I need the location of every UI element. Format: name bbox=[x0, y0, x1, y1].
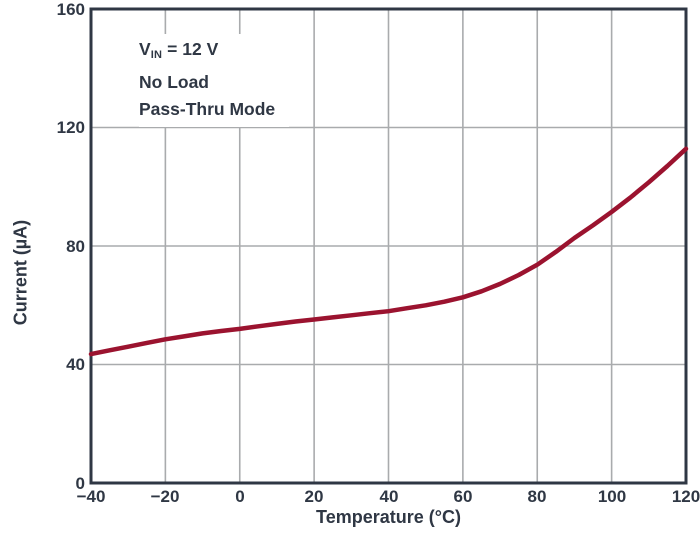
vin-subscript: IN bbox=[150, 49, 163, 61]
y-tick-label: 0 bbox=[75, 474, 85, 493]
annotation-line-no-load: No Load bbox=[139, 72, 209, 92]
x-tick-label: 80 bbox=[527, 487, 547, 506]
vin-symbol: V bbox=[139, 39, 151, 59]
y-axis-title: Current (µA) bbox=[10, 219, 31, 326]
x-tick-label: 0 bbox=[235, 487, 245, 506]
y-tick-label: 80 bbox=[66, 237, 85, 256]
annotation-line-vin: VIN = 12 V bbox=[139, 36, 275, 69]
x-tick-label: 20 bbox=[304, 487, 324, 506]
vin-value: = 12 V bbox=[162, 39, 219, 59]
x-tick-label: −20 bbox=[150, 487, 180, 506]
series-curve bbox=[88, 146, 689, 357]
annotation-line-pass-thru: Pass-Thru Mode bbox=[139, 99, 276, 119]
x-tick-label: 60 bbox=[453, 487, 473, 506]
annotation-box: VIN = 12 V No Load Pass-Thru Mode bbox=[139, 34, 290, 127]
x-axis-title: Temperature (°C) bbox=[316, 507, 461, 527]
y-tick-label: 40 bbox=[66, 355, 85, 374]
y-tick-label: 120 bbox=[56, 118, 85, 137]
x-tick-label: 100 bbox=[597, 487, 627, 506]
x-tick-label: 120 bbox=[671, 487, 700, 506]
x-tick-label: −40 bbox=[76, 487, 106, 506]
plot-border bbox=[89, 7, 688, 485]
x-tick-label: 40 bbox=[379, 487, 399, 506]
y-tick-label: 160 bbox=[56, 0, 85, 19]
